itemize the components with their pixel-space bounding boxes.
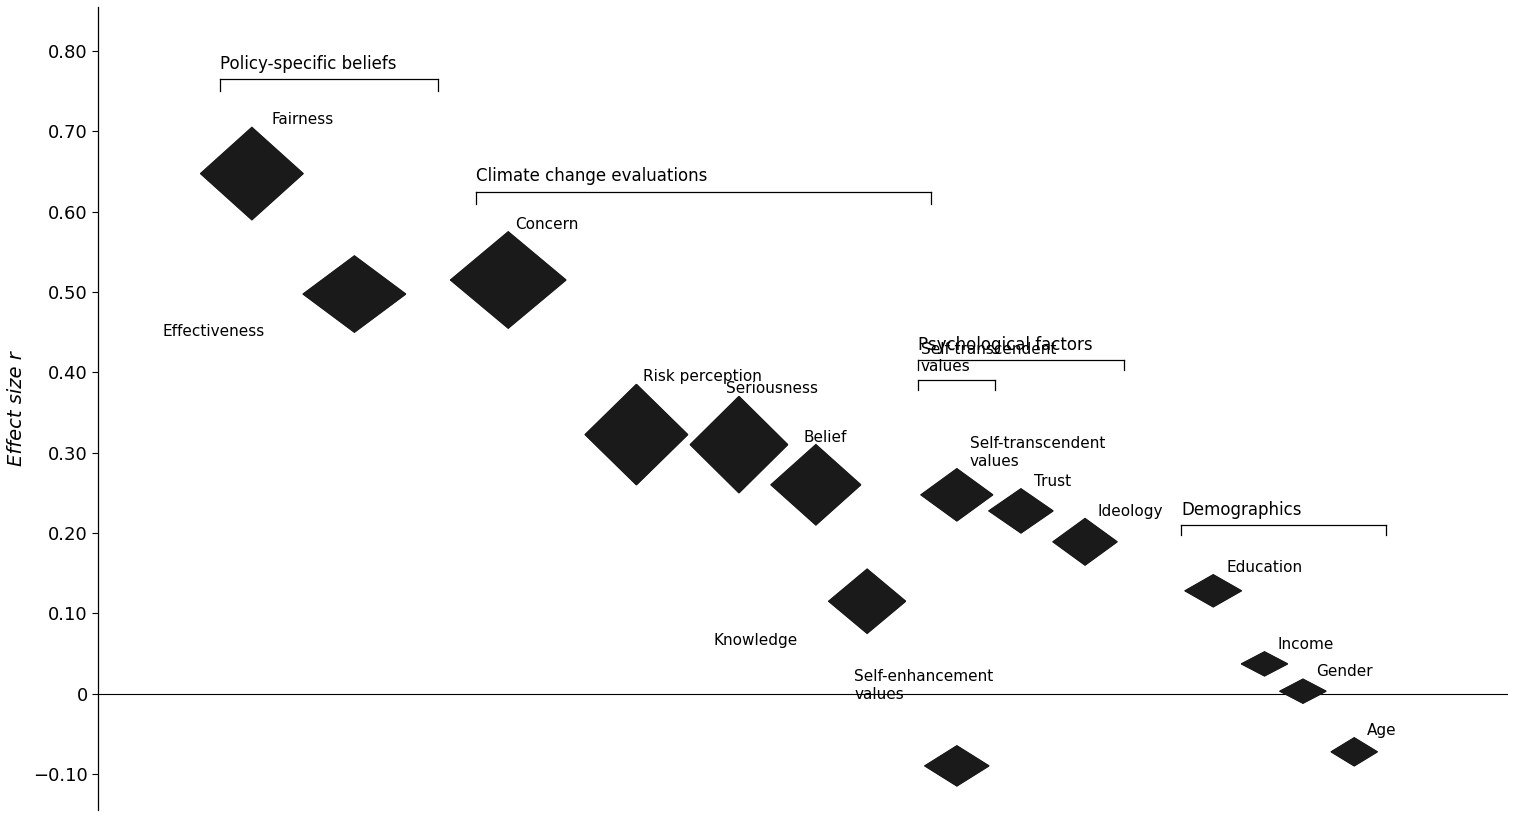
Text: Effectiveness: Effectiveness — [162, 324, 265, 339]
Text: Trust: Trust — [1033, 474, 1071, 489]
Polygon shape — [771, 444, 861, 525]
Text: Seriousness: Seriousness — [726, 382, 818, 396]
Polygon shape — [924, 746, 989, 786]
Polygon shape — [585, 385, 688, 484]
Polygon shape — [829, 569, 906, 633]
Text: Psychological factors: Psychological factors — [918, 336, 1092, 354]
Text: Ideology: Ideology — [1098, 503, 1164, 519]
Text: Knowledge: Knowledge — [714, 633, 797, 649]
Text: Risk perception: Risk perception — [642, 369, 762, 385]
Polygon shape — [921, 469, 992, 521]
Polygon shape — [1185, 574, 1241, 607]
Polygon shape — [303, 256, 406, 333]
Polygon shape — [691, 396, 788, 493]
Text: Concern: Concern — [515, 217, 579, 232]
Text: Self-transcendent
values: Self-transcendent values — [970, 436, 1104, 469]
Text: Age: Age — [1367, 723, 1397, 738]
Text: Fairness: Fairness — [271, 113, 333, 127]
Polygon shape — [1332, 738, 1377, 766]
Polygon shape — [989, 489, 1053, 533]
Polygon shape — [1241, 652, 1288, 676]
Text: Climate change evaluations: Climate change evaluations — [476, 167, 708, 185]
Text: Gender: Gender — [1317, 664, 1373, 679]
Text: Demographics: Demographics — [1182, 501, 1301, 519]
Text: Education: Education — [1226, 560, 1303, 574]
Polygon shape — [1280, 679, 1326, 703]
Polygon shape — [450, 232, 567, 328]
Text: Self-transcendent
values: Self-transcendent values — [921, 342, 1056, 374]
Polygon shape — [1053, 519, 1117, 565]
Text: Self-enhancement
values: Self-enhancement values — [854, 669, 994, 702]
Y-axis label: Effect size r: Effect size r — [8, 351, 26, 466]
Text: Income: Income — [1277, 636, 1333, 652]
Text: Belief: Belief — [803, 430, 847, 444]
Polygon shape — [200, 127, 303, 220]
Text: Policy-specific beliefs: Policy-specific beliefs — [220, 55, 397, 73]
